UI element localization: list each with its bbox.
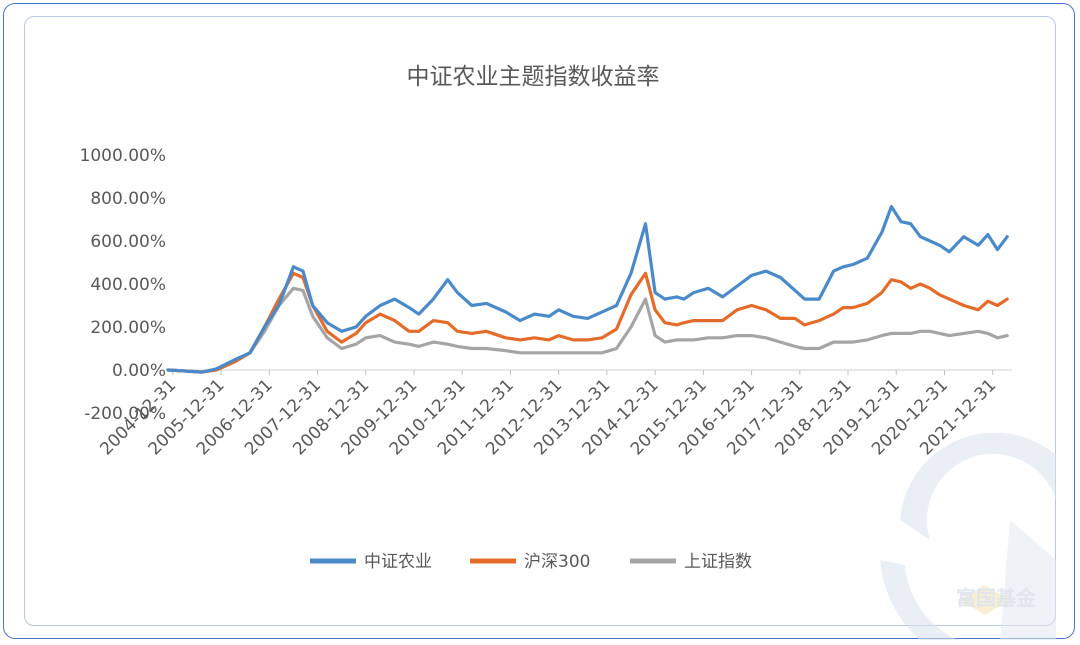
chart-title: 中证农业主题指数收益率 <box>407 64 660 90</box>
x-axis: 2004-12-312005-12-312006-12-312007-12-31… <box>96 370 1000 459</box>
legend-label: 中证农业 <box>364 552 432 572</box>
y-tick-label: 400.00% <box>90 275 166 295</box>
y-tick-label: 200.00% <box>90 318 166 338</box>
legend-label: 沪深300 <box>524 552 590 572</box>
legend: 中证农业 沪深300 上证指数 <box>310 552 752 572</box>
series-group <box>166 205 1009 374</box>
legend-label: 上证指数 <box>684 552 752 572</box>
y-tick-label: 0.00% <box>112 361 166 381</box>
watermark-text: 富国基金 <box>956 586 1037 610</box>
watermark-logo: 富国基金 <box>880 432 1056 640</box>
series-line-0 <box>166 205 1009 374</box>
chart-card <box>24 16 1056 626</box>
series-line-2 <box>166 286 1009 374</box>
y-tick-label: 600.00% <box>90 232 166 252</box>
series-line-1 <box>166 271 1009 374</box>
y-axis: 1000.00% 800.00% 600.00% 400.00% 200.00% 0.00… <box>80 146 166 424</box>
y-tick-label: 1000.00% <box>80 146 166 166</box>
y-tick-label: -200.00% <box>84 404 166 424</box>
y-tick-label: 800.00% <box>90 189 166 209</box>
